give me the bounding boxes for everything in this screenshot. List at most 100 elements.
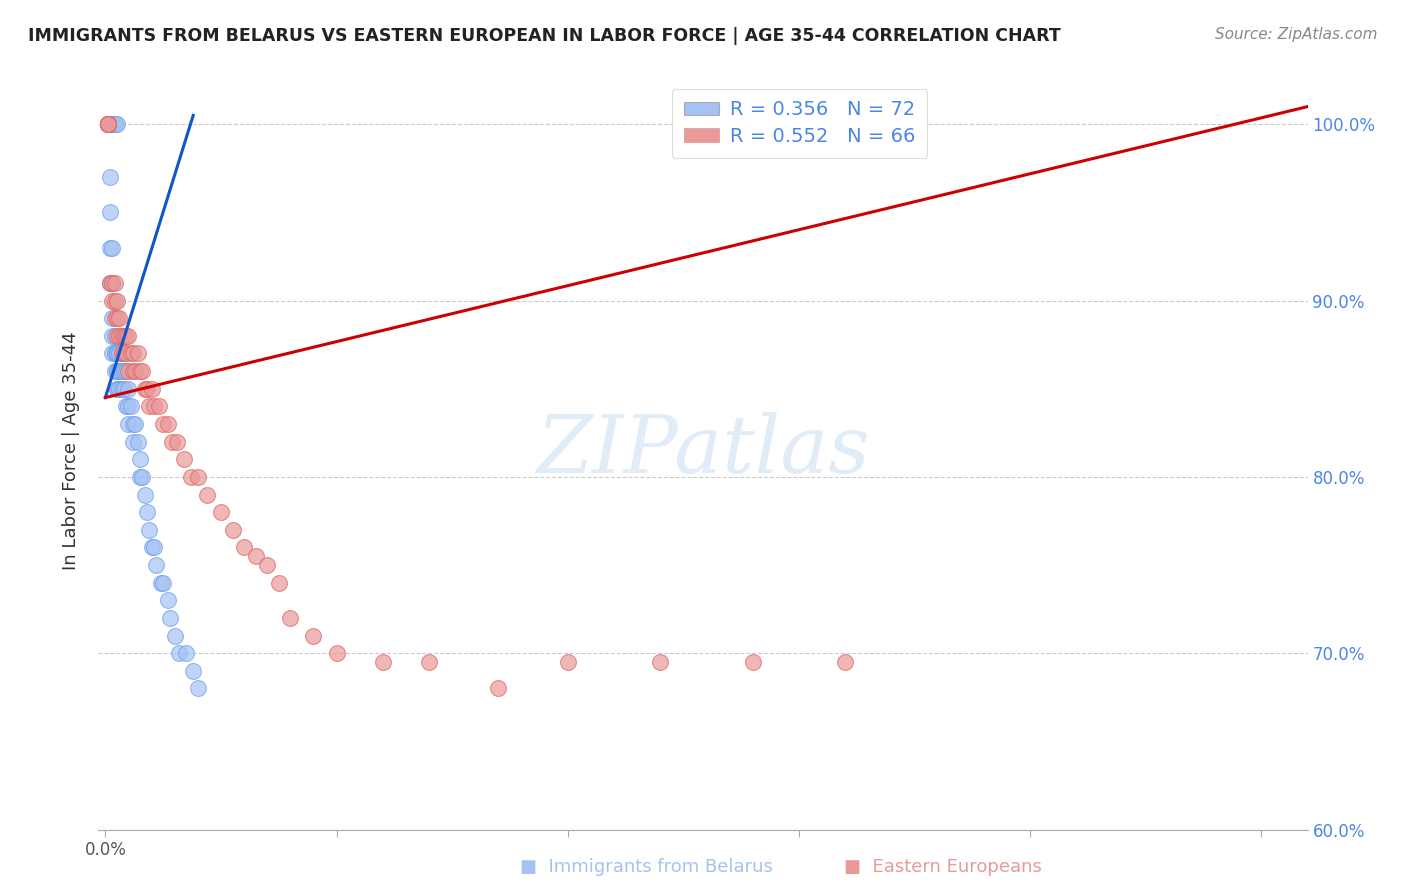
Point: [104, 364, 127, 378]
Point: [834, 655, 856, 669]
Point: [98, 117, 121, 131]
Point: [101, 241, 124, 255]
Point: [97, 117, 120, 131]
Point: [141, 541, 163, 555]
Point: [104, 311, 127, 326]
Point: [209, 505, 232, 519]
Point: [97, 117, 120, 131]
Point: [101, 117, 124, 131]
Point: [97, 117, 120, 131]
Point: [129, 364, 152, 378]
Point: [149, 575, 172, 590]
Point: [97, 117, 120, 131]
Point: [105, 293, 128, 308]
Point: [245, 549, 267, 564]
Point: [131, 364, 153, 378]
Point: [117, 417, 139, 431]
Point: [156, 417, 179, 431]
Point: [141, 382, 163, 396]
Point: [138, 400, 160, 414]
Point: [221, 523, 243, 537]
Point: [112, 364, 135, 378]
Text: ■  Immigrants from Belarus: ■ Immigrants from Belarus: [520, 858, 773, 876]
Point: [97, 117, 120, 131]
Point: [104, 117, 127, 131]
Point: [97, 117, 120, 131]
Point: [127, 346, 149, 360]
Point: [105, 117, 128, 131]
Point: [105, 382, 128, 396]
Point: [187, 470, 209, 484]
Point: [117, 329, 139, 343]
Point: [97, 117, 120, 131]
Point: [101, 311, 124, 326]
Point: [134, 487, 156, 501]
Point: [129, 470, 152, 484]
Point: [104, 329, 127, 343]
Point: [112, 382, 135, 396]
Point: [110, 382, 132, 396]
Point: [110, 364, 132, 378]
Point: [195, 487, 218, 501]
Point: [105, 364, 128, 378]
Point: [108, 311, 131, 326]
Point: [105, 346, 128, 360]
Point: [148, 400, 170, 414]
Point: [557, 655, 579, 669]
Text: ■  Eastern Europeans: ■ Eastern Europeans: [844, 858, 1042, 876]
Point: [97, 117, 120, 131]
Point: [117, 400, 139, 414]
Point: [122, 364, 145, 378]
Point: [105, 346, 128, 360]
Point: [173, 452, 195, 467]
Point: [108, 382, 131, 396]
Point: [98, 117, 121, 131]
Point: [108, 346, 131, 360]
Point: [418, 655, 440, 669]
Point: [115, 400, 138, 414]
Point: [233, 541, 256, 555]
Point: [105, 311, 128, 326]
Point: [97, 117, 120, 131]
Point: [156, 593, 179, 607]
Point: [122, 434, 145, 449]
Point: [124, 364, 146, 378]
Point: [98, 241, 121, 255]
Point: [101, 293, 124, 308]
Point: [97, 117, 120, 131]
Point: [142, 400, 165, 414]
Point: [486, 681, 509, 696]
Point: [97, 117, 120, 131]
Point: [256, 558, 278, 572]
Point: [163, 629, 186, 643]
Point: [104, 276, 127, 290]
Point: [115, 329, 138, 343]
Point: [127, 434, 149, 449]
Point: [131, 470, 153, 484]
Text: ZIPatlas: ZIPatlas: [536, 412, 870, 489]
Point: [134, 382, 156, 396]
Point: [371, 655, 394, 669]
Point: [152, 417, 174, 431]
Text: IMMIGRANTS FROM BELARUS VS EASTERN EUROPEAN IN LABOR FORCE | AGE 35-44 CORRELATI: IMMIGRANTS FROM BELARUS VS EASTERN EUROP…: [28, 27, 1062, 45]
Point: [101, 117, 124, 131]
Point: [110, 346, 132, 360]
Point: [110, 329, 132, 343]
Point: [97, 117, 120, 131]
Point: [142, 541, 165, 555]
Point: [117, 364, 139, 378]
Point: [152, 575, 174, 590]
Point: [136, 505, 159, 519]
Text: Source: ZipAtlas.com: Source: ZipAtlas.com: [1215, 27, 1378, 42]
Point: [104, 293, 127, 308]
Point: [120, 346, 142, 360]
Point: [278, 611, 301, 625]
Point: [98, 170, 121, 185]
Point: [122, 346, 145, 360]
Point: [97, 117, 120, 131]
Point: [97, 117, 120, 131]
Point: [98, 205, 121, 219]
Point: [162, 434, 184, 449]
Y-axis label: In Labor Force | Age 35-44: In Labor Force | Age 35-44: [62, 331, 80, 570]
Point: [98, 276, 121, 290]
